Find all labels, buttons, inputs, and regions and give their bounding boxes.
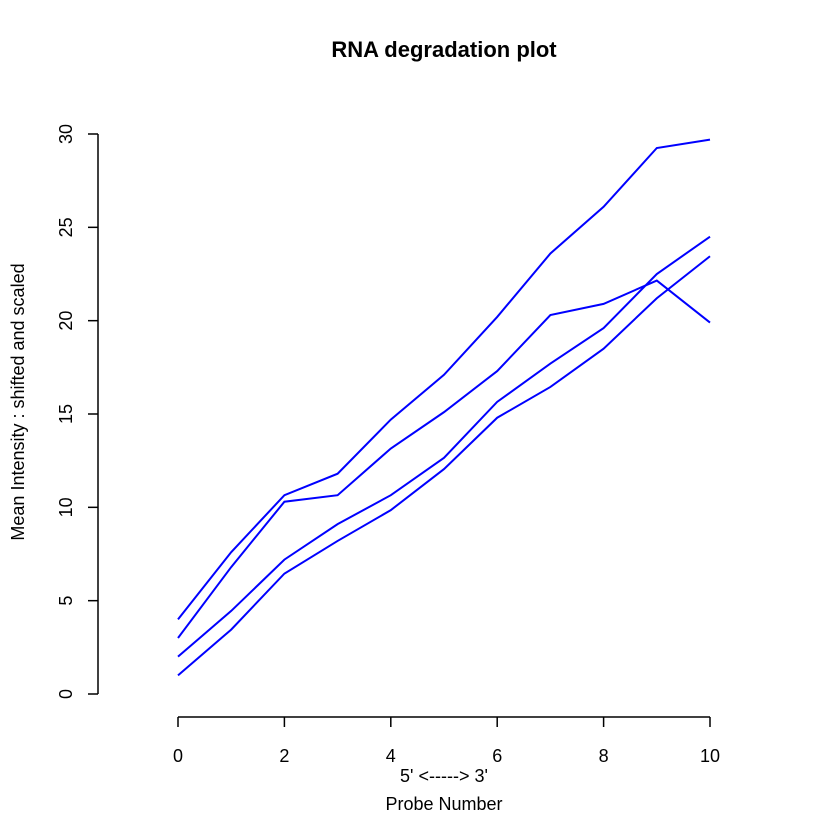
series-line-4 [177, 255, 711, 677]
y-axis-label: Mean Intensity : shifted and scaled [8, 263, 28, 540]
y-axis: 0 5 10 15 20 25 30 [56, 124, 99, 699]
x-tick-label: 0 [173, 746, 183, 766]
y-tick-label: 25 [56, 217, 76, 237]
x-tick-label: 2 [279, 746, 289, 766]
y-tick-label: 30 [56, 124, 76, 144]
y-tick-label: 15 [56, 404, 76, 424]
x-tick-label: 4 [386, 746, 396, 766]
y-tick-label: 10 [56, 497, 76, 517]
x-tick-label: 6 [492, 746, 502, 766]
series-line-2 [177, 279, 711, 639]
x-tick-label: 8 [599, 746, 609, 766]
y-tick-label: 5 [56, 596, 76, 606]
plot-area [177, 138, 711, 677]
x-axis-label: Probe Number [385, 794, 502, 814]
y-tick-label: 20 [56, 311, 76, 331]
y-tick-label: 0 [56, 689, 76, 699]
chart-title: RNA degradation plot [331, 37, 557, 62]
x-axis-label-direction: 5' <-----> 3' [400, 766, 488, 786]
series-line-1 [177, 138, 711, 620]
x-tick-label: 10 [700, 746, 720, 766]
series-line-3 [177, 235, 711, 658]
x-axis: 0 2 4 6 8 10 [173, 716, 720, 766]
